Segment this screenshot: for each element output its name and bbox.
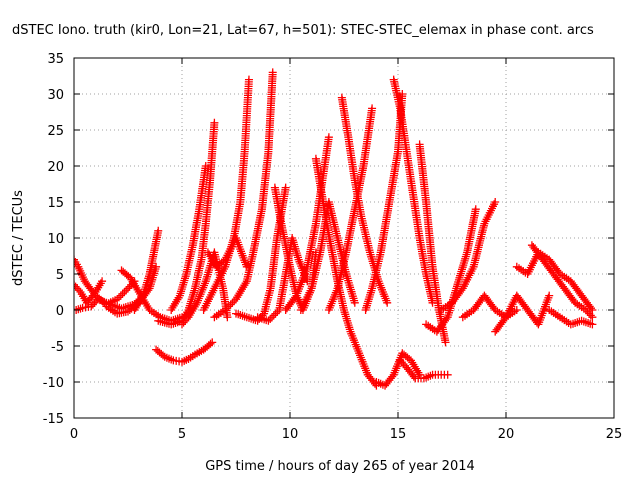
series-trail <box>131 229 162 312</box>
series-trail <box>156 121 219 328</box>
series-trail <box>153 339 215 366</box>
series-9 <box>167 162 210 314</box>
y-axis-label: dSTEC / TECUs <box>11 190 26 286</box>
data-marks <box>74 68 597 390</box>
series-29 <box>458 291 521 322</box>
series-32 <box>527 241 597 322</box>
series-18 <box>296 198 359 314</box>
x-tick-label: 5 <box>178 427 186 442</box>
series-trail <box>461 293 519 320</box>
series-27 <box>422 205 480 336</box>
series-30 <box>491 291 554 336</box>
y-tick-label: 30 <box>47 88 64 103</box>
y-tick-label: 10 <box>47 232 64 247</box>
series-trail <box>390 77 437 305</box>
series-2 <box>74 277 107 307</box>
y-tick-label: 0 <box>56 304 64 319</box>
x-tick-label: 25 <box>606 427 623 442</box>
series-trail <box>547 307 595 328</box>
series-trail <box>205 236 250 270</box>
y-tick-label: 25 <box>47 124 64 139</box>
x-tick-label: 20 <box>498 427 515 442</box>
x-tick-label: 15 <box>390 427 407 442</box>
series-23 <box>372 349 424 390</box>
series-6 <box>130 226 163 314</box>
axis-ticks: 0 5 10 15 20 25 -15 -10 -5 0 5 10 15 20 25 30 35 <box>43 52 623 442</box>
series-13 <box>210 68 277 322</box>
series-trail <box>74 279 105 305</box>
series-trail <box>515 249 595 313</box>
y-tick-label: 5 <box>56 268 64 283</box>
series-trail <box>179 250 231 327</box>
series-20 <box>324 104 377 314</box>
series-12 <box>203 234 251 271</box>
y-tick-label: 20 <box>47 160 64 175</box>
series-24 <box>389 75 437 307</box>
chart-title: dSTEC Iono. truth (kir0, Lon=21, Lat=67,… <box>12 23 594 38</box>
series-trail <box>397 358 449 383</box>
data-point <box>74 255 78 264</box>
y-tick-label: 35 <box>47 52 64 67</box>
y-tick-label: -10 <box>43 376 64 391</box>
series-10 <box>178 248 232 329</box>
series-22 <box>361 90 407 314</box>
x-tick-label: 10 <box>282 427 299 442</box>
series-25 <box>396 356 452 383</box>
series-26 <box>415 140 450 347</box>
series-trail <box>362 92 407 312</box>
series-trail <box>168 164 210 312</box>
series-trail <box>212 70 277 320</box>
series-33 <box>545 306 597 329</box>
series-14 <box>232 183 290 325</box>
series-7 <box>152 338 217 366</box>
x-tick-label: 0 <box>70 427 78 442</box>
series-trail <box>439 200 499 313</box>
y-tick-label: -15 <box>43 412 64 427</box>
series-trail <box>529 243 595 320</box>
y-tick-label: -5 <box>51 340 64 355</box>
y-tick-label: 15 <box>47 196 64 211</box>
series-trail <box>492 293 553 334</box>
x-axis-label: GPS time / hours of day 265 of year 2014 <box>205 459 475 474</box>
series-28 <box>437 198 500 314</box>
